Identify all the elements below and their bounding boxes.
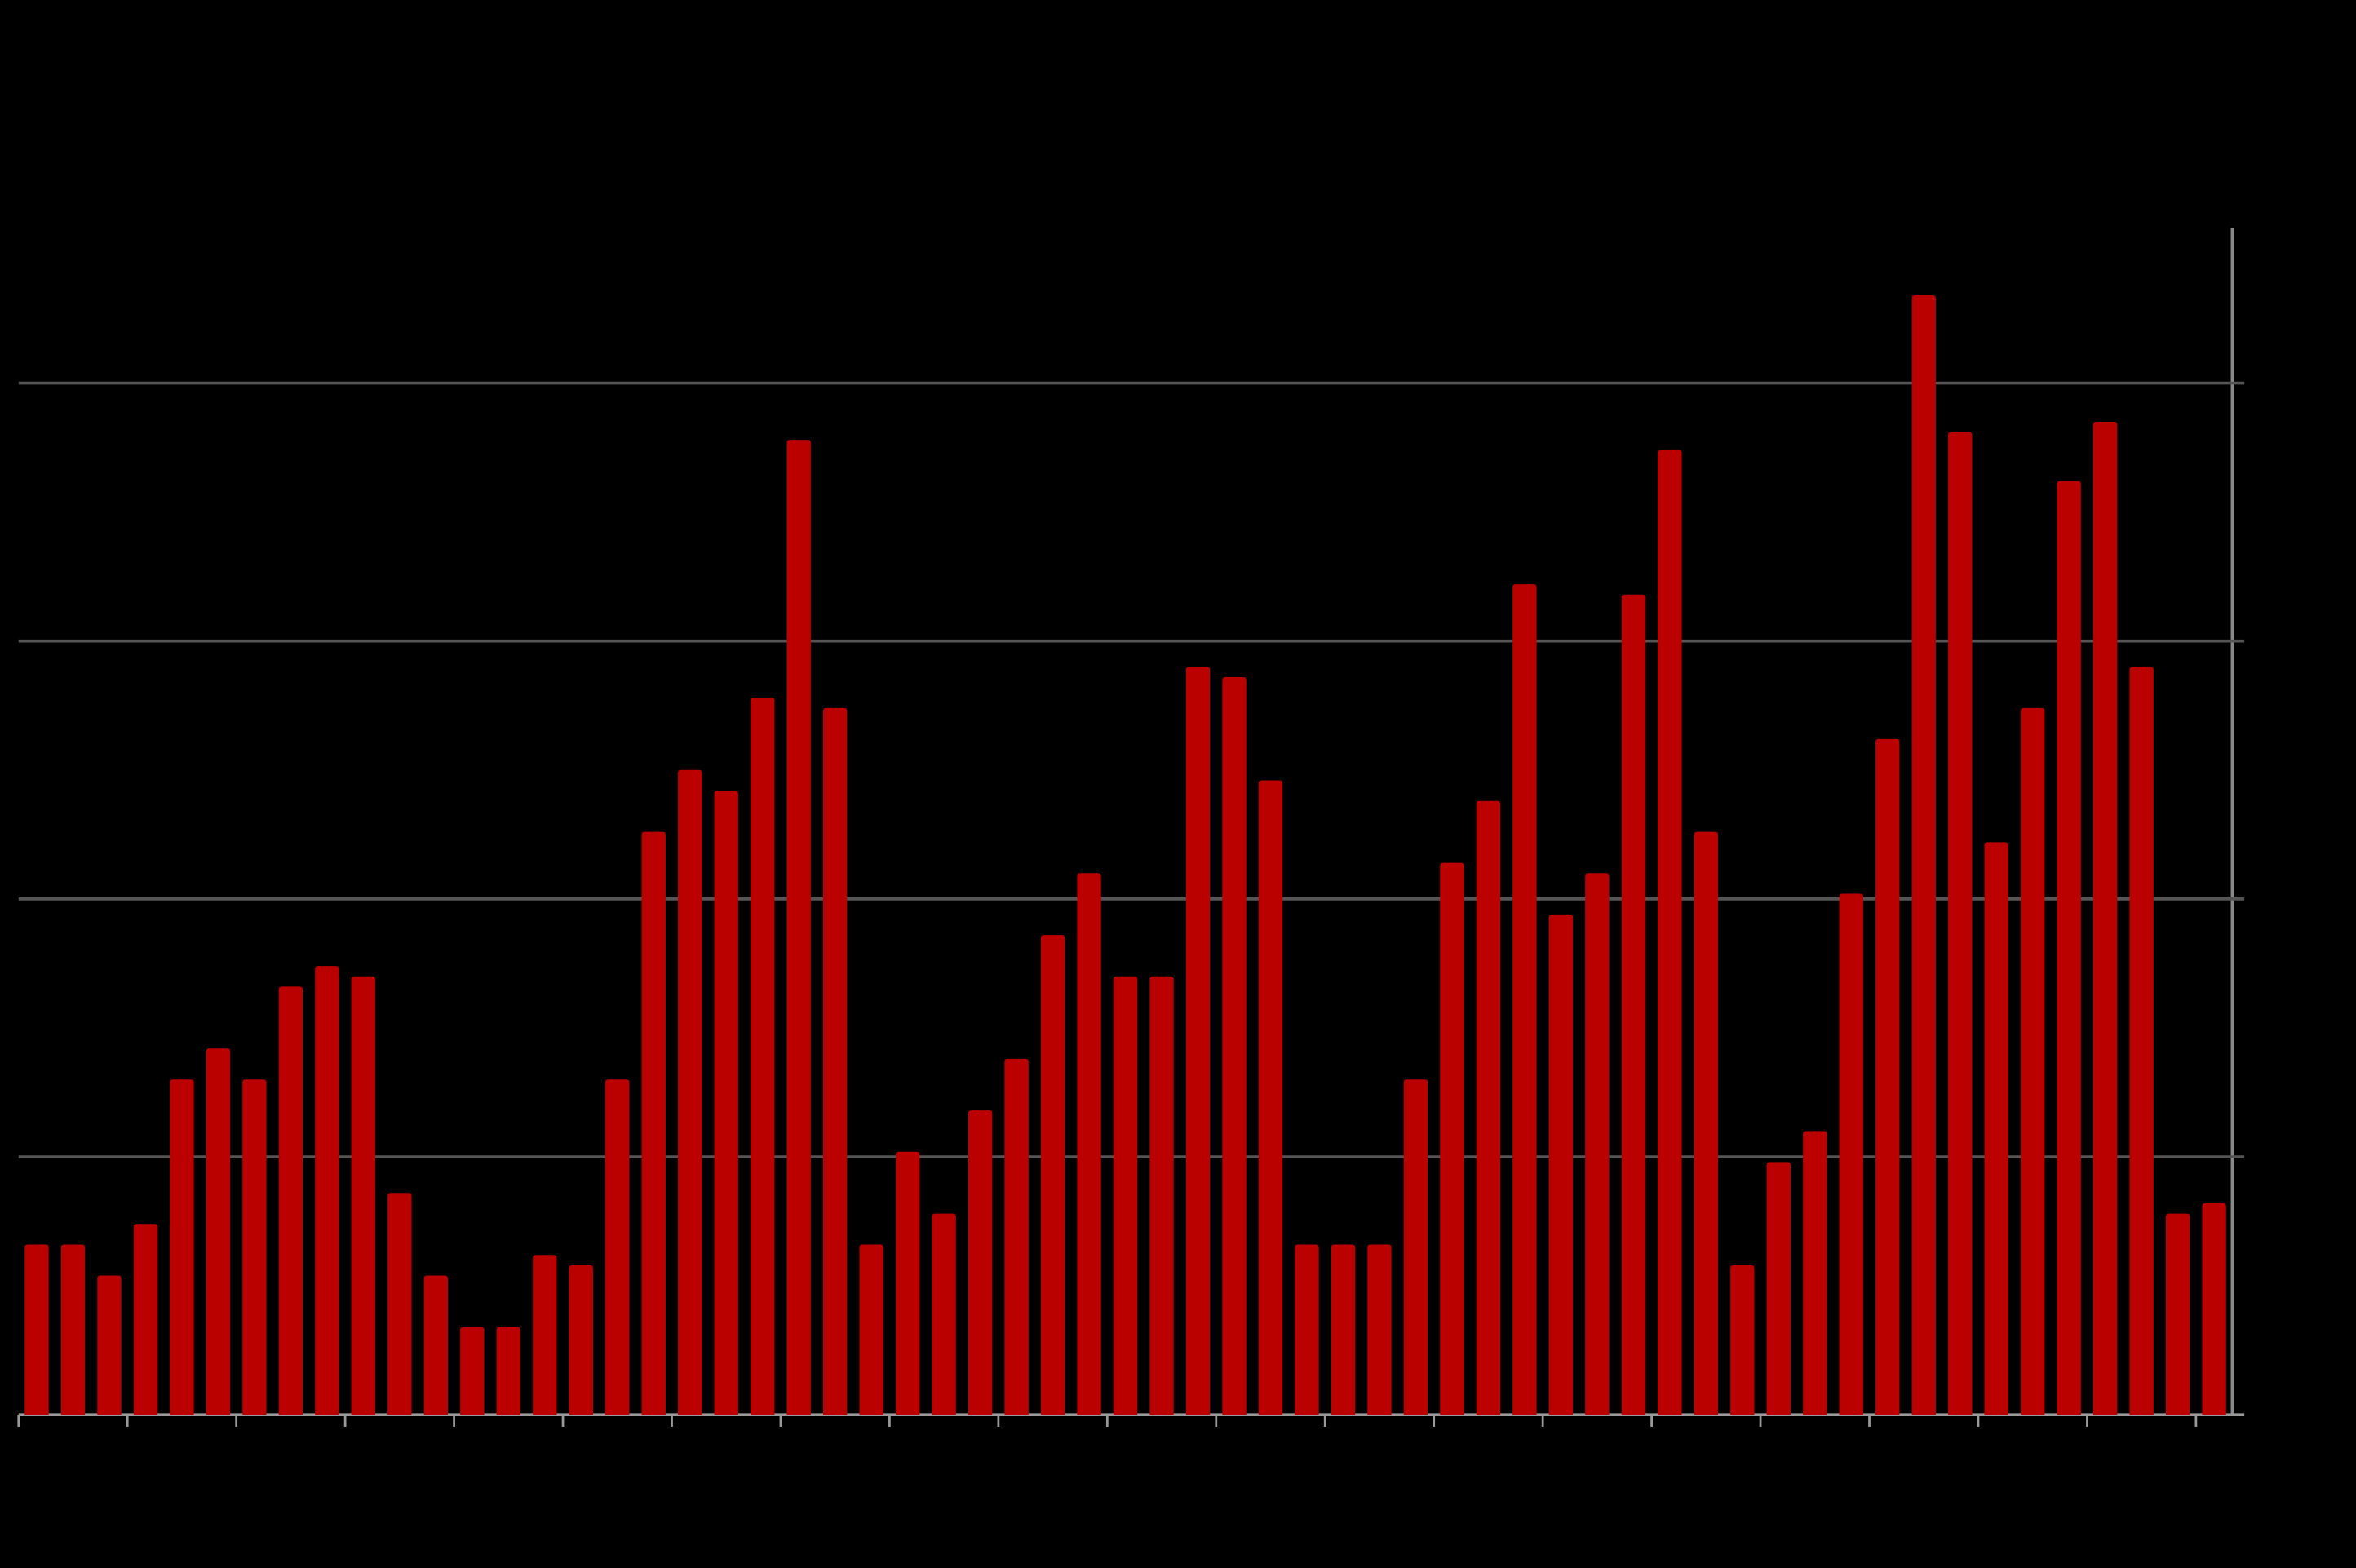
bar xyxy=(351,976,376,1415)
bar xyxy=(133,1224,158,1415)
bar xyxy=(569,1265,593,1415)
bar xyxy=(388,1193,412,1415)
bar xyxy=(1839,893,1863,1415)
bar xyxy=(1948,432,1973,1415)
bar xyxy=(1185,667,1211,1415)
bar xyxy=(1149,976,1174,1415)
bar xyxy=(641,831,666,1415)
bar xyxy=(859,1244,884,1415)
bar xyxy=(714,791,738,1415)
bar xyxy=(242,1079,267,1415)
bar xyxy=(278,986,303,1415)
bar xyxy=(1440,862,1464,1415)
bar xyxy=(786,440,811,1415)
bar xyxy=(822,707,848,1415)
bar xyxy=(1876,738,1900,1415)
bar xyxy=(1367,1244,1392,1415)
bar xyxy=(1403,1079,1428,1415)
bar xyxy=(1803,1131,1827,1415)
bar xyxy=(2165,1213,2190,1415)
bar xyxy=(2057,481,2081,1415)
bar xyxy=(1766,1162,1791,1415)
bar xyxy=(2092,421,2118,1415)
bar xyxy=(1476,800,1501,1415)
bar xyxy=(751,698,775,1415)
bar xyxy=(1548,914,1574,1415)
bar xyxy=(423,1275,449,1415)
bar xyxy=(1077,873,1101,1415)
bar xyxy=(1295,1244,1319,1415)
bar xyxy=(1331,1244,1356,1415)
bar xyxy=(1984,842,2008,1415)
bar xyxy=(1040,935,1065,1415)
bar xyxy=(24,1244,49,1415)
bar xyxy=(968,1110,993,1415)
bar xyxy=(533,1255,557,1415)
bar xyxy=(1113,976,1138,1415)
bar xyxy=(678,769,702,1415)
bar xyxy=(170,1079,194,1415)
bar xyxy=(496,1327,520,1415)
bar xyxy=(1258,780,1283,1415)
bar xyxy=(1658,450,1682,1415)
bar xyxy=(2021,707,2045,1415)
bar xyxy=(60,1244,86,1415)
bar xyxy=(2202,1203,2226,1415)
bar xyxy=(605,1079,630,1415)
bar xyxy=(932,1213,956,1415)
bar xyxy=(97,1275,122,1415)
bar xyxy=(1911,295,1936,1415)
bar xyxy=(315,966,339,1415)
bar xyxy=(1004,1058,1029,1415)
bar xyxy=(895,1151,920,1415)
bar xyxy=(1730,1265,1755,1415)
bar xyxy=(1694,831,1719,1415)
bar xyxy=(1585,873,1610,1415)
bar xyxy=(1512,584,1537,1415)
bar xyxy=(1621,594,1646,1415)
bar xyxy=(1222,676,1247,1415)
bar xyxy=(460,1327,485,1415)
bar xyxy=(2129,667,2154,1415)
bar xyxy=(206,1048,231,1415)
